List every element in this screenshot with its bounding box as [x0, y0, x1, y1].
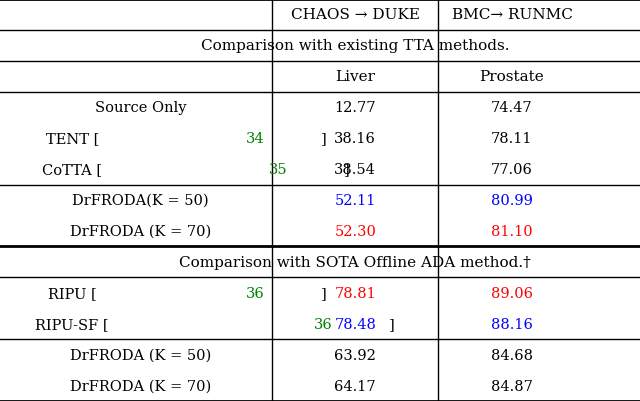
Text: 78.11: 78.11 [492, 132, 532, 146]
Text: 81.10: 81.10 [491, 225, 533, 238]
Text: 78.48: 78.48 [334, 317, 376, 331]
Text: RIPU [: RIPU [ [48, 286, 97, 300]
Text: BMC→ RUNMC: BMC→ RUNMC [452, 8, 572, 22]
Text: DrFRODA (K = 70): DrFRODA (K = 70) [70, 225, 211, 238]
Text: 80.99: 80.99 [491, 194, 533, 207]
Text: 88.16: 88.16 [491, 317, 533, 331]
Text: 52.30: 52.30 [334, 225, 376, 238]
Text: 52.11: 52.11 [335, 194, 376, 207]
Text: 74.47: 74.47 [491, 101, 533, 115]
Text: Comparison with existing TTA methods.: Comparison with existing TTA methods. [201, 39, 509, 53]
Text: 63.92: 63.92 [334, 348, 376, 362]
Text: Liver: Liver [335, 70, 375, 84]
Text: 84.68: 84.68 [491, 348, 533, 362]
Text: 12.77: 12.77 [335, 101, 376, 115]
Text: 38.16: 38.16 [334, 132, 376, 146]
Text: Prostate: Prostate [479, 70, 545, 84]
Text: 36: 36 [246, 286, 264, 300]
Text: 77.06: 77.06 [491, 163, 533, 176]
Text: 78.81: 78.81 [334, 286, 376, 300]
Text: TENT [: TENT [ [45, 132, 99, 146]
Text: Source Only: Source Only [95, 101, 186, 115]
Text: CoTTA [: CoTTA [ [42, 163, 102, 176]
Text: 38.54: 38.54 [334, 163, 376, 176]
Text: CHAOS → DUKE: CHAOS → DUKE [291, 8, 420, 22]
Text: ]: ] [321, 132, 326, 146]
Text: Comparison with SOTA Offline ADA method.†: Comparison with SOTA Offline ADA method.… [179, 255, 531, 269]
Text: 35: 35 [269, 163, 287, 176]
Text: 64.17: 64.17 [334, 379, 376, 393]
Text: 36: 36 [314, 317, 333, 331]
Text: 84.87: 84.87 [491, 379, 533, 393]
Text: 34: 34 [246, 132, 264, 146]
Text: ]: ] [321, 286, 326, 300]
Text: DrFRODA (K = 70): DrFRODA (K = 70) [70, 379, 211, 393]
Text: ]: ] [389, 317, 395, 331]
Text: ]: ] [344, 163, 349, 176]
Text: RIPU-SF [: RIPU-SF [ [35, 317, 109, 331]
Text: 89.06: 89.06 [491, 286, 533, 300]
Text: DrFRODA(K = 50): DrFRODA(K = 50) [72, 194, 209, 207]
Text: DrFRODA (K = 50): DrFRODA (K = 50) [70, 348, 211, 362]
